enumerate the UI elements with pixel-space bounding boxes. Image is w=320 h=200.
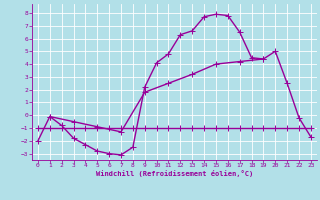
X-axis label: Windchill (Refroidissement éolien,°C): Windchill (Refroidissement éolien,°C): [96, 170, 253, 177]
